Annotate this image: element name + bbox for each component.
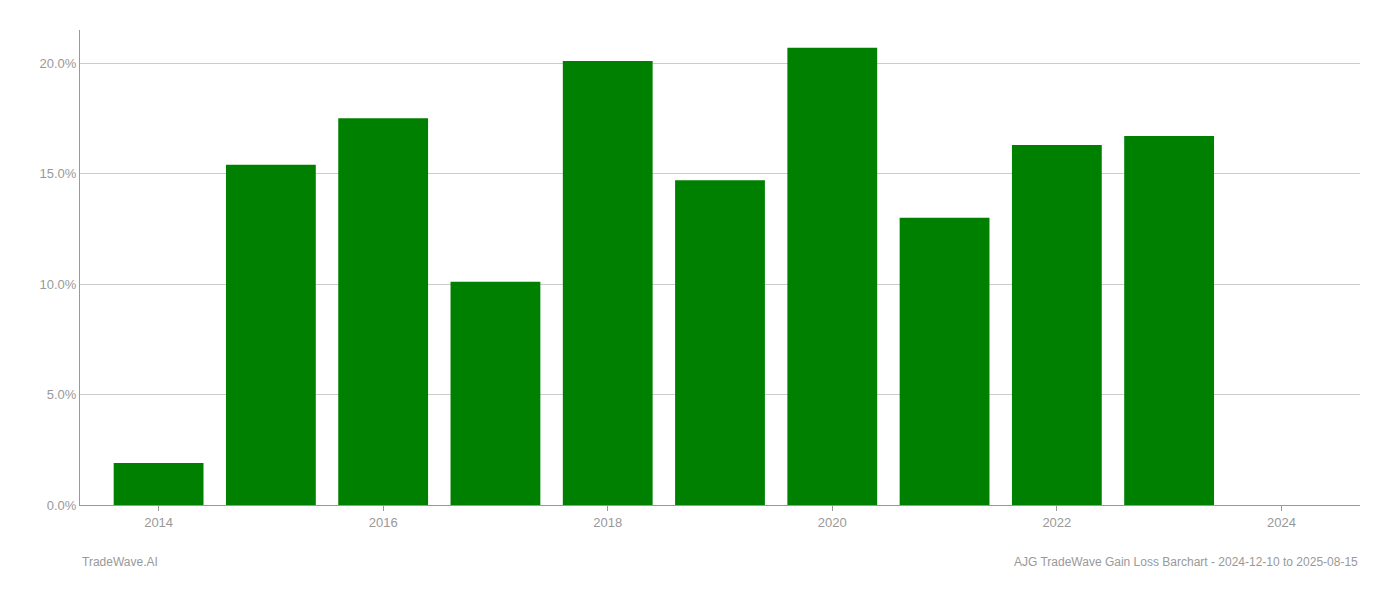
svg-text:2016: 2016 [369,515,398,530]
svg-text:15.0%: 15.0% [40,166,77,181]
svg-text:2024: 2024 [1267,515,1296,530]
svg-text:TradeWave.AI: TradeWave.AI [82,555,158,569]
svg-text:2022: 2022 [1042,515,1071,530]
svg-text:0.0%: 0.0% [47,498,77,513]
svg-text:20.0%: 20.0% [40,56,77,71]
svg-text:10.0%: 10.0% [40,277,77,292]
svg-text:5.0%: 5.0% [47,387,77,402]
svg-text:2014: 2014 [144,515,173,530]
svg-text:AJG TradeWave Gain Loss Barcha: AJG TradeWave Gain Loss Barchart - 2024-… [1014,555,1358,569]
svg-text:2018: 2018 [593,515,622,530]
svg-text:2020: 2020 [818,515,847,530]
